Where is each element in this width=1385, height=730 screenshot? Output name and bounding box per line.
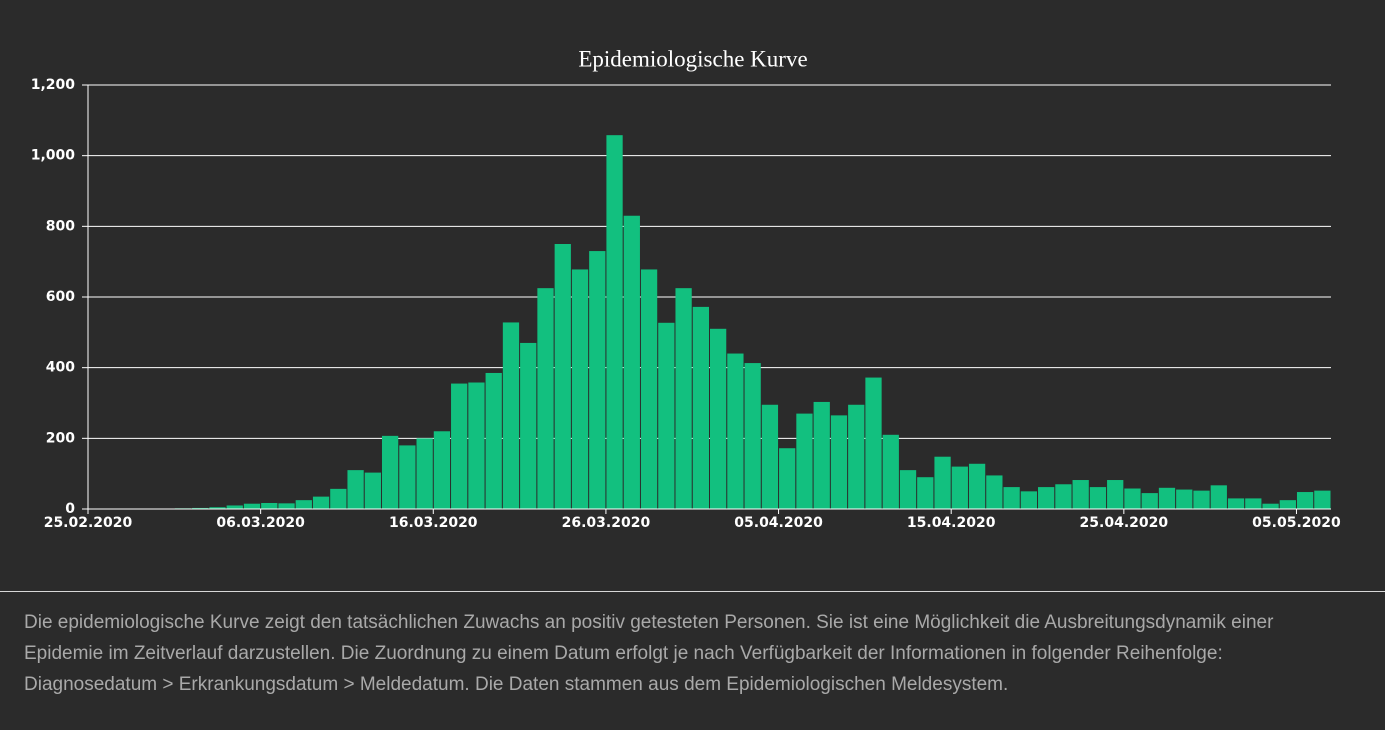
bar xyxy=(761,404,779,509)
bar xyxy=(968,463,986,509)
x-tick-label: 16.03.2020 xyxy=(389,515,478,531)
bar xyxy=(589,251,606,510)
bar xyxy=(1038,487,1055,509)
bar xyxy=(1279,500,1296,509)
bar xyxy=(468,382,485,509)
bar xyxy=(433,431,451,509)
y-tick-label: 1,000 xyxy=(31,148,76,164)
bar xyxy=(554,244,571,509)
bar xyxy=(1158,487,1176,509)
bar xyxy=(1141,493,1158,509)
bar xyxy=(261,502,278,509)
x-tick-label: 25.04.2020 xyxy=(1080,515,1169,531)
bar xyxy=(520,342,537,509)
bar xyxy=(917,477,934,509)
bar xyxy=(1210,485,1227,509)
bar xyxy=(779,448,796,509)
bar xyxy=(640,269,658,509)
bar xyxy=(710,328,727,509)
bar xyxy=(1227,498,1245,509)
bar xyxy=(1089,487,1107,509)
bar xyxy=(1055,484,1072,509)
x-tick-label: 25.02.2020 xyxy=(44,515,133,531)
bar xyxy=(451,383,468,509)
bar xyxy=(1107,480,1124,509)
y-tick-label: 0 xyxy=(65,501,75,517)
chart: Epidemiologische Kurve 0 200 400 600 800 1,00… xyxy=(31,46,1341,531)
bar xyxy=(899,470,917,509)
bar xyxy=(502,322,520,509)
bar xyxy=(848,404,865,509)
bar xyxy=(1193,490,1210,509)
bar xyxy=(364,472,381,509)
bar xyxy=(192,507,209,509)
bar xyxy=(830,415,848,509)
bar xyxy=(1072,480,1089,509)
y-tick-label: 800 xyxy=(46,218,75,234)
bar xyxy=(226,505,243,509)
bar xyxy=(1296,492,1314,509)
y-tick-label: 1,200 xyxy=(31,77,76,93)
bar xyxy=(813,401,830,509)
bar xyxy=(1314,490,1331,509)
x-tick-label: 15.04.2020 xyxy=(907,515,996,531)
x-tick-label: 05.05.2020 xyxy=(1252,515,1341,531)
bar xyxy=(658,322,675,509)
bar xyxy=(1176,489,1193,509)
bar xyxy=(571,269,589,509)
bar xyxy=(692,306,709,509)
bar xyxy=(865,377,882,509)
bar xyxy=(295,500,312,509)
bar xyxy=(1124,488,1141,509)
bar xyxy=(312,496,330,509)
bar xyxy=(278,503,295,509)
bar xyxy=(330,488,347,509)
bar xyxy=(1020,491,1038,509)
bar xyxy=(347,470,364,509)
x-tick-label: 06.03.2020 xyxy=(216,515,305,531)
bar xyxy=(744,363,761,509)
bar xyxy=(606,135,623,509)
bar xyxy=(537,288,554,509)
bar xyxy=(727,353,744,509)
bar xyxy=(623,215,640,509)
bar xyxy=(381,435,399,509)
x-tick-label: 26.03.2020 xyxy=(562,515,651,531)
bar xyxy=(399,445,416,509)
bar xyxy=(675,288,692,509)
bar xyxy=(986,475,1003,509)
bar xyxy=(796,413,813,509)
bar xyxy=(485,372,502,509)
bar xyxy=(951,466,968,509)
divider xyxy=(0,591,1385,592)
chart-title: Epidemiologische Kurve xyxy=(578,46,807,71)
y-tick-label: 200 xyxy=(46,430,75,446)
bar xyxy=(209,507,226,509)
bar xyxy=(1262,503,1279,509)
caption: Die epidemiologische Kurve zeigt den tat… xyxy=(24,612,1274,695)
y-tick-label: 600 xyxy=(46,289,75,305)
bar xyxy=(243,503,261,509)
bar xyxy=(934,456,951,509)
y-tick-label: 400 xyxy=(46,360,75,376)
bar xyxy=(882,434,899,509)
bar xyxy=(416,438,433,509)
x-tick-label: 05.04.2020 xyxy=(734,515,823,531)
bar xyxy=(1245,498,1262,509)
bar xyxy=(1003,487,1020,509)
